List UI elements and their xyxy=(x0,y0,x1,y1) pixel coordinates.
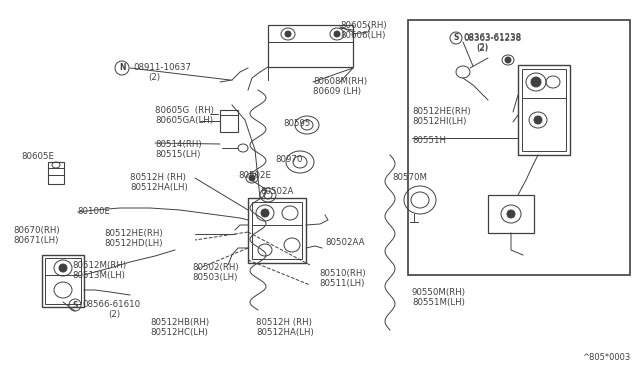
Ellipse shape xyxy=(285,31,291,37)
Bar xyxy=(518,65,570,155)
Text: 90550M(RH): 90550M(RH) xyxy=(412,288,466,297)
Text: 80605GA(LH): 80605GA(LH) xyxy=(155,116,213,125)
Text: 80512M(RH): 80512M(RH) xyxy=(72,261,126,270)
Text: 80502E: 80502E xyxy=(238,171,271,180)
Text: 80608M(RH): 80608M(RH) xyxy=(313,77,367,86)
Bar xyxy=(252,202,302,259)
Text: 80512HA(LH): 80512HA(LH) xyxy=(130,183,188,192)
Text: 80512HE(RH): 80512HE(RH) xyxy=(104,229,163,238)
Text: 80609 (LH): 80609 (LH) xyxy=(313,87,361,96)
Bar xyxy=(48,162,64,184)
Text: S: S xyxy=(72,301,77,310)
Text: 80512HD(LH): 80512HD(LH) xyxy=(104,239,163,248)
Text: 80551M(LH): 80551M(LH) xyxy=(412,298,465,307)
Text: 80512HA(LH): 80512HA(LH) xyxy=(256,328,314,337)
Text: 80670(RH): 80670(RH) xyxy=(13,226,60,235)
Text: 80671(LH): 80671(LH) xyxy=(13,236,58,245)
Text: (2): (2) xyxy=(108,310,120,319)
Text: (2): (2) xyxy=(476,43,488,52)
Text: 08911-10637: 08911-10637 xyxy=(133,63,191,72)
Text: 80502AA: 80502AA xyxy=(325,238,365,247)
Text: 80970: 80970 xyxy=(275,155,302,164)
Ellipse shape xyxy=(249,175,255,181)
Text: 80605E: 80605E xyxy=(21,152,54,161)
Text: 80512H (RH): 80512H (RH) xyxy=(256,318,312,327)
Bar xyxy=(522,69,566,151)
Bar xyxy=(488,195,534,233)
Text: 80551H: 80551H xyxy=(412,136,446,145)
Ellipse shape xyxy=(531,77,541,87)
Bar xyxy=(268,25,353,67)
Text: 80513M(LH): 80513M(LH) xyxy=(72,271,125,280)
Ellipse shape xyxy=(59,264,67,272)
Text: 80605(RH): 80605(RH) xyxy=(340,21,387,30)
Text: 80515(LH): 80515(LH) xyxy=(155,150,200,159)
Ellipse shape xyxy=(261,209,269,217)
Bar xyxy=(220,110,238,132)
Text: S: S xyxy=(453,33,459,42)
Text: N: N xyxy=(119,64,125,73)
Text: 08363-61238: 08363-61238 xyxy=(463,33,521,42)
Bar xyxy=(42,255,84,307)
Ellipse shape xyxy=(507,210,515,218)
Text: 80511(LH): 80511(LH) xyxy=(319,279,364,288)
Text: 80512HE(RH): 80512HE(RH) xyxy=(412,107,470,116)
Text: 80510(RH): 80510(RH) xyxy=(319,269,365,278)
Bar xyxy=(45,258,81,304)
Text: 80514(RH): 80514(RH) xyxy=(155,140,202,149)
Text: 08363-61238: 08363-61238 xyxy=(463,34,521,43)
Ellipse shape xyxy=(334,31,340,37)
Text: 80100E: 80100E xyxy=(77,207,110,216)
Text: 08566-61610: 08566-61610 xyxy=(82,300,140,309)
Ellipse shape xyxy=(505,57,511,63)
Text: 80502(RH): 80502(RH) xyxy=(192,263,239,272)
Text: 80595: 80595 xyxy=(283,119,310,128)
Bar xyxy=(408,20,630,275)
Text: 80570M: 80570M xyxy=(392,173,427,182)
Bar xyxy=(248,198,306,263)
Text: 80502A: 80502A xyxy=(260,187,293,196)
Text: (2): (2) xyxy=(148,73,160,82)
Text: 80512HB(RH): 80512HB(RH) xyxy=(150,318,209,327)
Text: 80512HC(LH): 80512HC(LH) xyxy=(150,328,208,337)
Text: ^805*0003: ^805*0003 xyxy=(582,353,630,362)
Ellipse shape xyxy=(534,116,542,124)
Text: 80512H (RH): 80512H (RH) xyxy=(130,173,186,182)
Text: (2): (2) xyxy=(476,44,488,53)
Text: 80503(LH): 80503(LH) xyxy=(192,273,237,282)
Text: 80512HI(LH): 80512HI(LH) xyxy=(412,117,467,126)
Text: 80606(LH): 80606(LH) xyxy=(340,31,385,40)
Text: 80605G  (RH): 80605G (RH) xyxy=(155,106,214,115)
